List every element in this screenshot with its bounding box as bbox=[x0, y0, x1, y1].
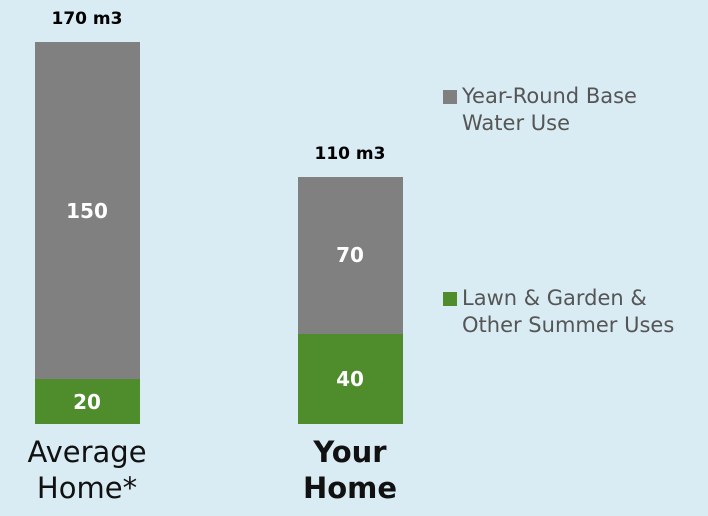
total-label: 110 m3 bbox=[314, 143, 386, 164]
data-label: 40 bbox=[336, 367, 364, 392]
legend-swatch bbox=[443, 292, 457, 306]
total-label: 170 m3 bbox=[51, 9, 123, 29]
legend-item: Lawn & Garden & Other Summer Uses bbox=[443, 285, 705, 339]
legend-swatch bbox=[443, 90, 457, 104]
bar-segment bbox=[34, 379, 140, 424]
bar-segment bbox=[297, 176, 403, 335]
data-label: 150 bbox=[66, 198, 108, 223]
category-label: Average Home* bbox=[27, 435, 147, 505]
data-label: 70 bbox=[336, 243, 364, 268]
legend-item: Year-Round Base Water Use bbox=[443, 83, 693, 137]
legend-label: Year-Round Base Water Use bbox=[462, 84, 637, 135]
category-label: Your Home bbox=[302, 435, 398, 505]
data-label: 20 bbox=[73, 389, 101, 414]
bar-segment bbox=[297, 334, 403, 424]
bar-segment bbox=[34, 42, 140, 380]
legend-label: Lawn & Garden & Other Summer Uses bbox=[462, 286, 675, 337]
